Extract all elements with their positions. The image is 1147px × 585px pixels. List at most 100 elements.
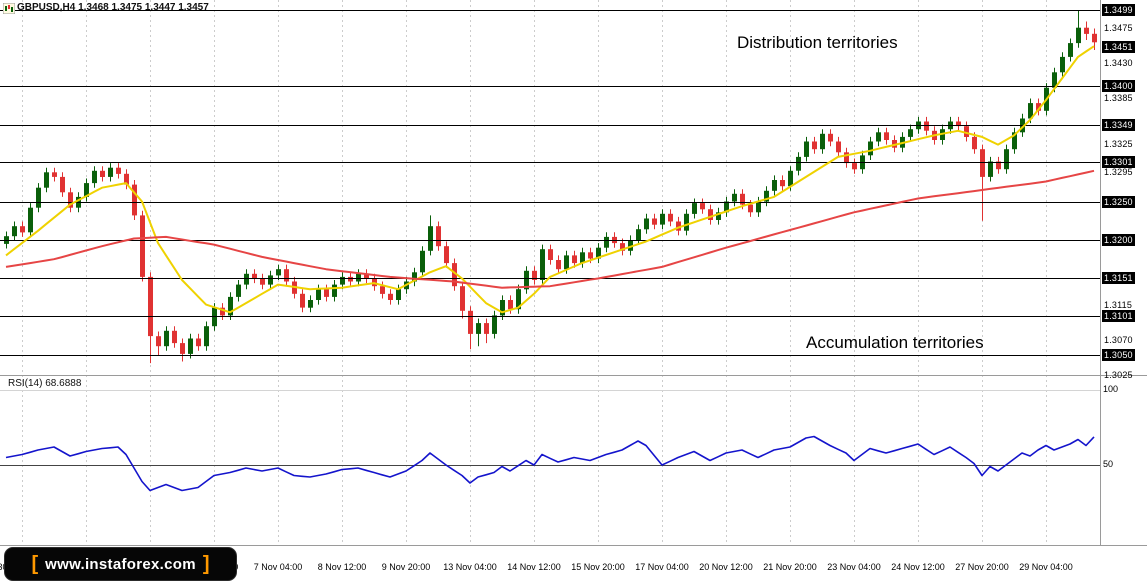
price-level-label: 1.3050 bbox=[1102, 349, 1135, 361]
candle bbox=[452, 263, 457, 287]
time-label: 9 Nov 20:00 bbox=[381, 562, 431, 572]
candle bbox=[548, 249, 553, 260]
time-label: 24 Nov 12:00 bbox=[891, 562, 945, 572]
time-label: 29 Nov 04:00 bbox=[1019, 562, 1073, 572]
candle bbox=[116, 167, 121, 174]
time-label: 23 Nov 04:00 bbox=[827, 562, 881, 572]
candle bbox=[220, 307, 225, 316]
candle bbox=[1028, 103, 1033, 119]
price-tick: 1.3070 bbox=[1104, 335, 1133, 345]
candle bbox=[724, 201, 729, 213]
candle bbox=[620, 243, 625, 251]
time-label: 7 Nov 04:00 bbox=[253, 562, 303, 572]
candle bbox=[332, 284, 337, 297]
candle bbox=[68, 192, 73, 208]
candle bbox=[876, 132, 881, 142]
candle bbox=[60, 176, 65, 193]
candle bbox=[244, 273, 249, 285]
candle bbox=[516, 289, 521, 310]
candle bbox=[1060, 56, 1065, 73]
candle bbox=[436, 226, 441, 247]
price-level-label: 1.3400 bbox=[1102, 80, 1135, 92]
candle bbox=[668, 213, 673, 222]
candle bbox=[740, 193, 745, 205]
candle bbox=[700, 203, 705, 210]
candle bbox=[820, 133, 825, 150]
candle bbox=[468, 310, 473, 334]
candle bbox=[268, 275, 273, 285]
candle bbox=[124, 173, 129, 185]
rsi-scale-100: 100 bbox=[1103, 384, 1119, 394]
rsi-scale-50: 50 bbox=[1103, 459, 1114, 469]
time-label: 17 Nov 04:00 bbox=[635, 562, 689, 572]
candle bbox=[196, 338, 201, 347]
price-axis[interactable]: 1.3499 1.3475 1.3451 1.3430 1.3400 1.3385 1.33… bbox=[1102, 0, 1147, 545]
candle bbox=[324, 289, 329, 297]
ma-fast-line bbox=[5, 45, 1095, 314]
candle bbox=[532, 270, 537, 280]
candle bbox=[708, 209, 713, 220]
candle bbox=[756, 201, 761, 213]
instaforex-watermark: [ www.instaforex.com ] bbox=[4, 547, 237, 581]
candle bbox=[964, 126, 969, 137]
candle bbox=[180, 343, 185, 354]
candle bbox=[988, 161, 993, 177]
rsi-line bbox=[5, 435, 1095, 492]
candle bbox=[388, 293, 393, 300]
candle bbox=[364, 273, 369, 279]
price-level-label: 1.3451 bbox=[1102, 41, 1135, 53]
candle bbox=[308, 300, 313, 308]
price-tick: 1.3025 bbox=[1104, 370, 1133, 380]
candle bbox=[484, 323, 489, 334]
candle bbox=[788, 170, 793, 187]
candle bbox=[236, 284, 241, 297]
candle bbox=[276, 269, 281, 276]
candle bbox=[660, 213, 665, 225]
price-tick: 1.3475 bbox=[1104, 23, 1133, 33]
candle bbox=[156, 336, 161, 347]
time-label: 20 Nov 12:00 bbox=[699, 562, 753, 572]
candle bbox=[972, 136, 977, 150]
candle bbox=[20, 226, 25, 233]
candle bbox=[44, 172, 49, 188]
candle bbox=[476, 323, 481, 334]
symbol-title: GBPUSD,H4 1.3468 1.3475 1.3447 1.3457 bbox=[17, 2, 209, 13]
annotation-distribution-territories: Distribution territories bbox=[737, 33, 898, 52]
price-tick: 1.3385 bbox=[1104, 93, 1133, 103]
time-label: 13 Nov 04:00 bbox=[443, 562, 497, 572]
candle bbox=[420, 250, 425, 273]
candle bbox=[572, 255, 577, 264]
time-label: 14 Nov 12:00 bbox=[507, 562, 561, 572]
candle bbox=[692, 203, 697, 214]
candle bbox=[540, 249, 545, 280]
candle bbox=[852, 163, 857, 170]
candle bbox=[12, 226, 17, 237]
candle bbox=[588, 252, 593, 259]
candle bbox=[796, 156, 801, 171]
candle bbox=[844, 152, 849, 164]
price-tick: 1.3115 bbox=[1104, 300, 1133, 310]
candle bbox=[924, 121, 929, 131]
candle bbox=[556, 260, 561, 270]
candle bbox=[148, 276, 153, 337]
candle bbox=[380, 286, 385, 294]
candle bbox=[340, 276, 345, 285]
candle bbox=[84, 183, 89, 197]
candle bbox=[764, 190, 769, 202]
ma-slow-line bbox=[5, 169, 1095, 289]
candle bbox=[652, 218, 657, 225]
candle bbox=[748, 204, 753, 213]
candle bbox=[644, 218, 649, 230]
candle bbox=[580, 252, 585, 264]
price-level-label: 1.3200 bbox=[1102, 234, 1135, 246]
candle bbox=[868, 141, 873, 156]
candle bbox=[956, 121, 961, 127]
watermark-bracket-right: ] bbox=[202, 553, 210, 575]
candle bbox=[564, 255, 569, 270]
time-label: 15 Nov 20:00 bbox=[571, 562, 625, 572]
candle bbox=[28, 207, 33, 233]
price-level-label: 1.3301 bbox=[1102, 156, 1135, 168]
price-tick: 1.3325 bbox=[1104, 139, 1133, 149]
